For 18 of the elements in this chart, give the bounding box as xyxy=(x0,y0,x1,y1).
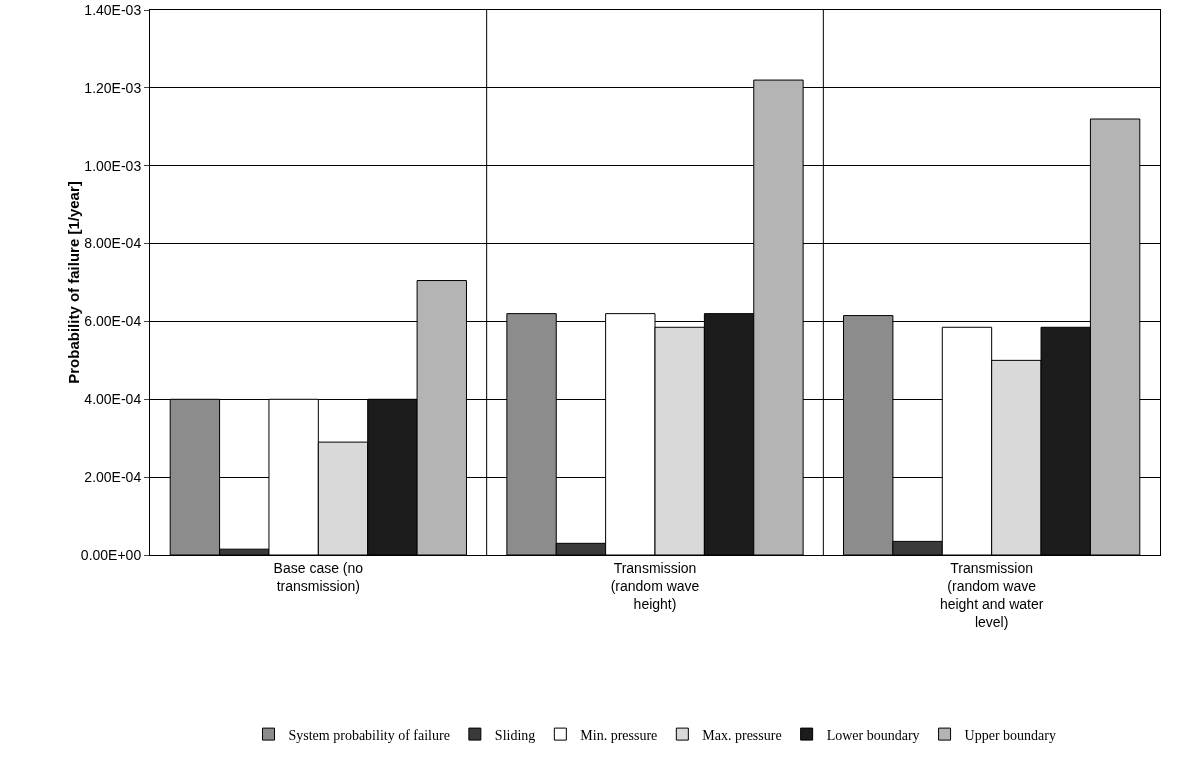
y-tick-label: 6.00E-04 xyxy=(84,313,142,330)
legend-label: Upper boundary xyxy=(964,727,1056,743)
legend-label: Min. pressure xyxy=(580,727,658,743)
legend-label: Lower boundary xyxy=(826,727,920,743)
y-tick-label: 2.00E-04 xyxy=(84,469,142,486)
y-tick-label: 0.00E+00 xyxy=(80,546,142,563)
legend-label: Sliding xyxy=(494,727,536,743)
x-tick-label: Transmission (random wave height) xyxy=(610,559,700,613)
y-axis-title: Probability of failure [1/year] xyxy=(65,181,83,384)
y-tick-label: 1.40E-03 xyxy=(84,1,142,18)
x-tick-label: Transmission (random wave height and water level) xyxy=(939,559,1044,631)
y-tick-label: 4.00E-04 xyxy=(84,391,142,408)
legend-label: System probability of failure xyxy=(288,727,450,743)
y-tick-label: 1.00E-03 xyxy=(84,157,142,174)
y-tick-label: 8.00E-04 xyxy=(84,235,142,252)
legend-label: Max. pressure xyxy=(702,727,782,743)
x-tick-label: Base case (no transmission) xyxy=(273,559,364,594)
y-tick-label: 1.20E-03 xyxy=(84,79,142,96)
